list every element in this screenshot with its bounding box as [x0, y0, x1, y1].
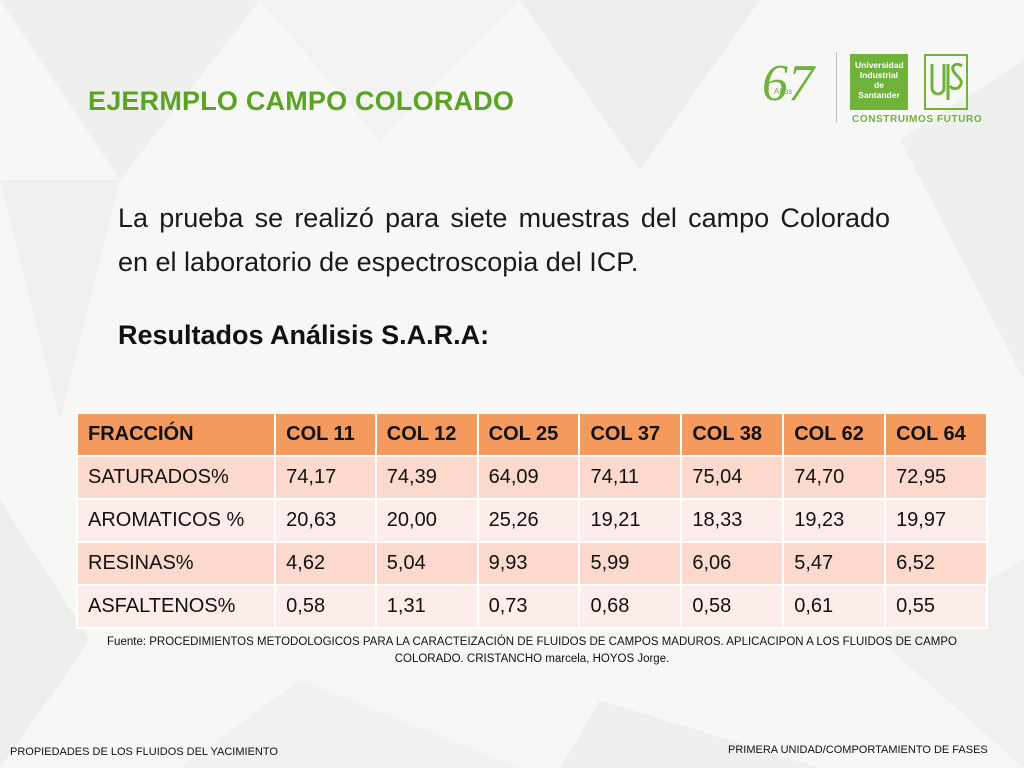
table-cell: 20,63: [274, 498, 377, 543]
column-header: COL 62: [782, 412, 887, 457]
column-header: COL 12: [374, 412, 479, 457]
table-cell: 6,52: [884, 541, 988, 586]
table-cell: 74,70: [782, 455, 887, 500]
table-cell: 0,55: [884, 584, 988, 629]
sara-results-table: FRACCIÓN COL 11 COL 12 COL 25 COL 37 COL…: [75, 412, 988, 629]
column-header: COL 38: [680, 412, 785, 457]
intro-paragraph: La prueba se realizó para siete muestras…: [118, 203, 890, 277]
table-cell: 4,62: [274, 541, 377, 586]
column-header: COL 11: [274, 412, 377, 457]
uis-emblem-icon: [924, 54, 968, 110]
footer-course-title: PROPIEDADES DE LOS FLUIDOS DEL YACIMIENT…: [10, 746, 278, 758]
column-header: FRACCIÓN: [75, 412, 277, 457]
table-cell: ASFALTENOS%: [75, 584, 277, 629]
university-name-box: Universidad Industrial de Santander: [850, 54, 908, 110]
table-cell: 0,58: [680, 584, 785, 629]
column-header: COL 25: [476, 412, 581, 457]
table-row: RESINAS% 4,62 5,04 9,93 5,99 6,06 5,47 6…: [75, 541, 988, 586]
university-logo: 67 Años Universidad Industrial de Santan…: [756, 46, 982, 130]
column-header: COL 37: [578, 412, 683, 457]
table-cell: 6,06: [680, 541, 785, 586]
table-cell: SATURADOS%: [75, 455, 277, 500]
slide-title: EJERMPLO CAMPO COLORADO: [88, 86, 515, 116]
table-cell: AROMATICOS %: [75, 498, 277, 543]
table-cell: 5,04: [374, 541, 479, 586]
logo-divider: [836, 52, 837, 122]
table-header-row: FRACCIÓN COL 11 COL 12 COL 25 COL 37 COL…: [75, 412, 988, 457]
table-cell: 5,99: [578, 541, 683, 586]
table-cell: 64,09: [476, 455, 581, 500]
table-cell: 75,04: [680, 455, 785, 500]
column-header: COL 64: [884, 412, 988, 457]
table-cell: 0,58: [274, 584, 377, 629]
table-cell: 72,95: [884, 455, 988, 500]
table-cell: 0,68: [578, 584, 683, 629]
table-cell: 25,26: [476, 498, 581, 543]
table-cell: 74,17: [274, 455, 377, 500]
table-cell: 9,93: [476, 541, 581, 586]
table-row: AROMATICOS % 20,63 20,00 25,26 19,21 18,…: [75, 498, 988, 543]
table-cell: 0,61: [782, 584, 887, 629]
svg-text:67: 67: [762, 55, 816, 112]
table-cell: 19,21: [578, 498, 683, 543]
footer-unit-title: PRIMERA UNIDAD/COMPORTAMIENTO DE FASES: [728, 744, 988, 756]
logo-tagline: CONSTRUIMOS FUTURO: [852, 114, 983, 125]
table-cell: 19,23: [782, 498, 887, 543]
anniversary-67-logo: 67 Años: [762, 55, 816, 112]
table-cell: 19,97: [884, 498, 988, 543]
source-citation: Fuente: PROCEDIMIENTOS METODOLOGICOS PAR…: [107, 636, 957, 665]
table-cell: 74,11: [578, 455, 683, 500]
table-row: SATURADOS% 74,17 74,39 64,09 74,11 75,04…: [75, 455, 988, 500]
table-row: ASFALTENOS% 0,58 1,31 0,73 0,68 0,58 0,6…: [75, 584, 988, 629]
svg-text:Años: Años: [774, 87, 792, 96]
table-cell: 74,39: [374, 455, 479, 500]
results-heading: Resultados Análisis S.A.R.A:: [118, 320, 490, 350]
table-cell: 0,73: [476, 584, 581, 629]
table-cell: 1,31: [374, 584, 479, 629]
table-cell: 20,00: [374, 498, 479, 543]
table-cell: 5,47: [782, 541, 887, 586]
table-cell: 18,33: [680, 498, 785, 543]
table-cell: RESINAS%: [75, 541, 277, 586]
